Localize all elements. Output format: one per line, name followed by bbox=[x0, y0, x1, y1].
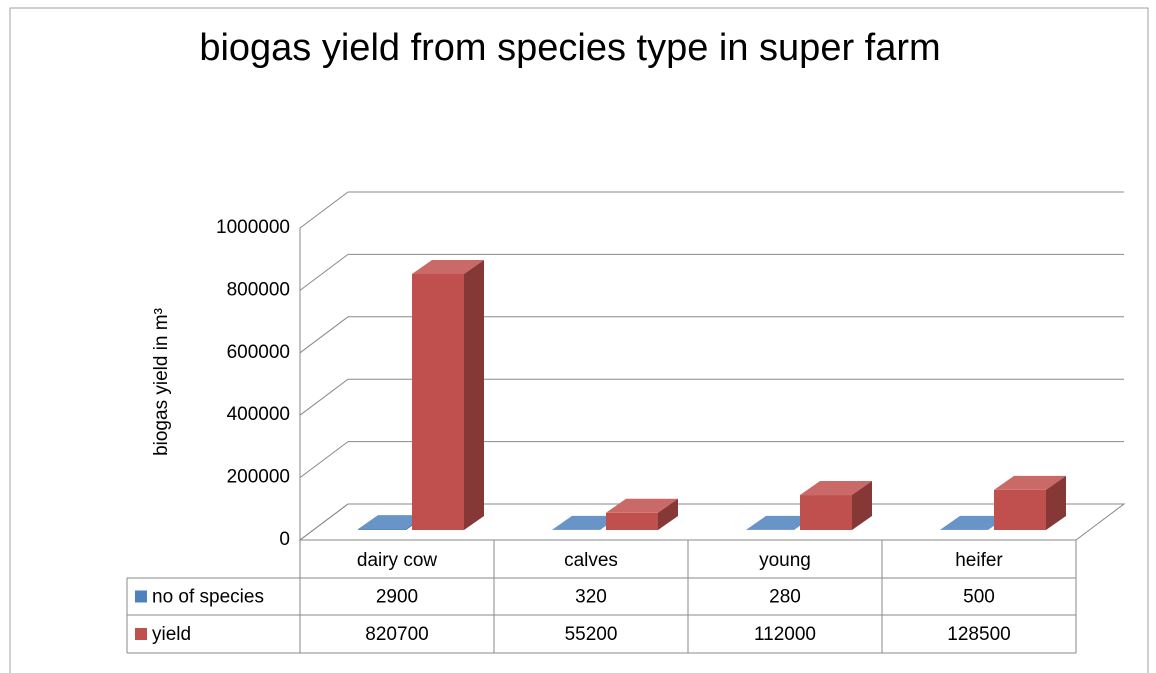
chart-frame bbox=[9, 7, 1149, 673]
bar-side bbox=[852, 481, 872, 530]
bar-top bbox=[606, 498, 678, 513]
x-tick-label: heifer bbox=[955, 550, 1003, 571]
bar-top bbox=[358, 515, 426, 530]
table-cell: 112000 bbox=[754, 624, 816, 645]
legend-label: no of species bbox=[152, 587, 264, 608]
chart-title: biogas yield from species type in super … bbox=[199, 27, 940, 69]
y-tick-label: 400000 bbox=[227, 404, 290, 425]
table-cell: 820700 bbox=[365, 624, 428, 645]
bar-front bbox=[358, 529, 406, 530]
grid-line bbox=[299, 378, 349, 416]
bar-front bbox=[994, 489, 1046, 530]
bar-top bbox=[800, 481, 872, 496]
bar-front bbox=[412, 273, 464, 530]
bar-top bbox=[412, 259, 484, 274]
x-tick-label: young bbox=[759, 550, 811, 571]
legend-label: yield bbox=[152, 624, 191, 645]
x-tick-label: dairy cow bbox=[357, 550, 438, 571]
grid-line bbox=[299, 441, 349, 479]
bar-top bbox=[940, 515, 1008, 530]
legend-swatch bbox=[135, 590, 147, 603]
grid-line bbox=[299, 191, 349, 229]
table-cell: 55200 bbox=[565, 624, 618, 645]
y-tick-label: 800000 bbox=[227, 279, 290, 300]
table-cell: 128500 bbox=[947, 624, 1010, 645]
y-axis-label: biogas yield in m³ bbox=[151, 308, 172, 456]
table-cell: 2900 bbox=[376, 587, 418, 608]
bar-top bbox=[746, 515, 814, 530]
y-tick-label: 600000 bbox=[227, 342, 290, 363]
bar-side bbox=[1046, 475, 1066, 530]
y-tick-label: 200000 bbox=[227, 467, 290, 488]
y-tick-label: 0 bbox=[279, 529, 290, 550]
table-cell: 320 bbox=[575, 587, 607, 608]
grid-line bbox=[299, 253, 349, 291]
bar-front bbox=[800, 495, 852, 530]
bar-side bbox=[464, 259, 484, 530]
bar-front bbox=[606, 512, 658, 530]
bar-side bbox=[658, 498, 678, 530]
x-tick-label: calves bbox=[564, 550, 618, 571]
grid-line bbox=[299, 503, 349, 541]
table-cell: 500 bbox=[963, 587, 995, 608]
bar-top bbox=[552, 515, 620, 530]
grid-line bbox=[299, 316, 349, 354]
bar-top bbox=[994, 475, 1066, 490]
table-cell: 280 bbox=[769, 587, 801, 608]
y-tick-label: 1000000 bbox=[216, 217, 290, 238]
legend-swatch bbox=[135, 628, 147, 640]
